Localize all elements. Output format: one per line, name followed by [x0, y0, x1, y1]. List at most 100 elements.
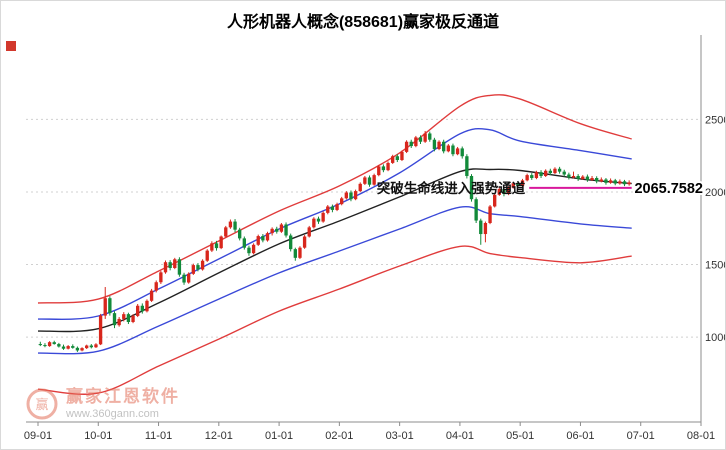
candle-body — [145, 300, 149, 312]
candle-body — [520, 180, 525, 187]
candle-body — [381, 166, 386, 171]
candle-body — [622, 181, 627, 185]
candle-body — [335, 204, 339, 210]
candle-body — [386, 162, 390, 171]
candle-body — [117, 318, 121, 326]
candle-body — [108, 298, 112, 314]
candle-body — [539, 172, 543, 176]
candle-body — [265, 233, 270, 241]
candle-body — [238, 229, 242, 239]
price-label: 2065.7582 — [634, 181, 703, 197]
candle-body — [479, 220, 483, 235]
candle-body — [627, 182, 631, 185]
candle-body — [404, 141, 409, 152]
x-axis-label: 04-01 — [446, 430, 474, 442]
life-line-black — [37, 168, 632, 333]
annotation-text: 突破生命线进入强势通道 — [377, 180, 526, 196]
candle-body — [465, 156, 469, 176]
candle-body — [131, 315, 135, 322]
candle-body — [442, 141, 446, 152]
candle-body — [548, 170, 552, 174]
candle-body — [103, 298, 107, 316]
candle-body — [200, 260, 205, 270]
candle-body — [149, 290, 154, 301]
candle-body — [85, 345, 89, 349]
x-axis-label: 06-01 — [566, 430, 594, 442]
candle-body — [191, 265, 195, 274]
candle-body — [460, 148, 464, 157]
candle-body — [367, 177, 372, 185]
candle-body — [599, 179, 603, 182]
candle-body — [126, 314, 131, 322]
candle-body — [168, 262, 172, 269]
candle-body — [159, 272, 163, 283]
candle-body — [177, 259, 182, 275]
candle-body — [136, 305, 140, 316]
candle-body — [618, 181, 622, 184]
candle-body — [562, 171, 566, 175]
candle-body — [275, 228, 279, 232]
candle-body — [483, 223, 488, 235]
candle-body — [400, 151, 404, 161]
candle-body — [516, 183, 520, 187]
x-axis-label: 10-01 — [84, 430, 112, 442]
candle-body — [595, 178, 599, 182]
candle-body — [228, 221, 233, 228]
lower-red-channel-line — [37, 245, 632, 395]
candle-body — [414, 137, 418, 147]
candle-body — [247, 247, 251, 254]
candle-body — [506, 187, 511, 194]
x-axis-label: 05-01 — [506, 430, 534, 442]
candle-body — [242, 238, 246, 248]
candle-body — [47, 342, 52, 347]
candle-body — [613, 180, 617, 184]
candle-body — [140, 305, 144, 312]
candle-body — [154, 282, 158, 291]
candle-body — [214, 243, 219, 249]
x-axis-label: 11-01 — [145, 430, 172, 442]
candle-body — [289, 235, 293, 250]
candle-body — [576, 175, 580, 179]
candle-body — [122, 314, 126, 319]
candle-body — [488, 206, 492, 224]
candle-body — [112, 313, 117, 326]
candle-body — [284, 224, 288, 236]
candle-body — [71, 346, 75, 348]
candle-body — [418, 137, 423, 142]
candle-body — [340, 198, 344, 205]
candle-body — [98, 315, 103, 345]
candle-body — [446, 145, 450, 152]
candle-body — [590, 178, 594, 180]
candle-body — [210, 243, 214, 251]
x-axis-label: 12-01 — [205, 430, 233, 442]
candle-body — [321, 212, 325, 222]
corner-marker-icon — [6, 41, 16, 51]
candle-body — [75, 347, 80, 351]
candle-body — [437, 141, 441, 149]
candle-body — [307, 227, 311, 237]
x-axis-label: 02-01 — [325, 430, 353, 442]
candle-body — [395, 156, 399, 161]
candle-body — [451, 145, 455, 155]
candle-body — [316, 218, 321, 222]
y-axis-label: 1500 — [705, 260, 726, 272]
x-axis-label: 01-01 — [265, 430, 293, 442]
y-axis-label: 1000 — [705, 332, 726, 344]
candle-body — [66, 346, 70, 349]
candle-body — [581, 176, 585, 179]
candle-body — [187, 273, 191, 283]
candle-body — [608, 180, 613, 183]
lower-blue-channel-line — [37, 205, 632, 355]
candle-body — [567, 174, 571, 178]
candle-body — [80, 348, 84, 351]
candle-body — [251, 244, 256, 254]
candle-body — [256, 236, 260, 245]
candle-body — [57, 344, 61, 347]
candle-body — [423, 133, 427, 142]
candle-body — [604, 179, 608, 183]
candle-body — [553, 168, 557, 174]
candle-body — [353, 191, 358, 200]
candle-body — [474, 199, 478, 221]
